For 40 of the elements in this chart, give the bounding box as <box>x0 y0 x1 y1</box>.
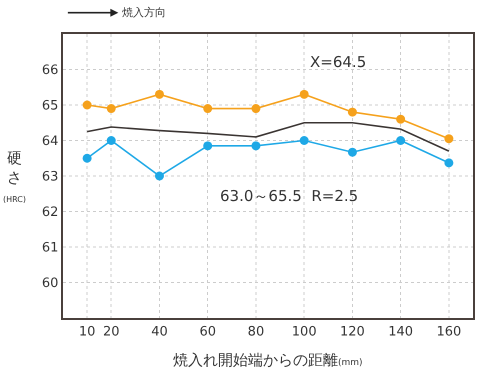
y-tick-label: 62 <box>42 205 58 220</box>
y-tick-label: 61 <box>42 240 58 256</box>
text: 焼入方向 <box>122 6 166 19</box>
point <box>444 158 454 168</box>
point <box>396 114 406 124</box>
x-tick-label: 120 <box>340 324 365 340</box>
point <box>300 136 309 145</box>
line-series <box>86 122 450 152</box>
x-tick-label: 140 <box>388 324 414 340</box>
point <box>154 90 164 99</box>
point <box>82 154 92 163</box>
y-axis-title: 硬さ(HRC) <box>3 149 26 204</box>
point <box>203 141 212 150</box>
x-tick-label: 10 <box>78 324 96 340</box>
point <box>251 141 260 150</box>
point <box>251 104 260 114</box>
x-tick-label: 160 <box>436 324 462 340</box>
point <box>106 104 116 114</box>
annotation: X=64.5 <box>310 53 366 71</box>
point <box>348 148 357 157</box>
x-tick-label: 60 <box>199 324 216 340</box>
y-tick-label: 60 <box>42 276 58 292</box>
point <box>82 100 92 110</box>
x-tick-label: 40 <box>151 324 168 340</box>
point <box>444 134 454 144</box>
x-axis-title: 焼入れ開始端からの距離(mm) <box>173 351 363 369</box>
y-tick-label: 66 <box>42 63 58 78</box>
point <box>106 136 116 145</box>
x-tick-label: 20 <box>102 324 120 340</box>
y-tick-label: 65 <box>42 98 58 114</box>
y-tick-label: 64 <box>42 134 58 150</box>
point <box>396 136 406 145</box>
annotation: 63.0～65.5 R=2.5 <box>220 187 358 205</box>
point <box>348 108 357 117</box>
x-tick-label: 100 <box>292 324 317 340</box>
point <box>154 172 164 180</box>
y-tick-label: 63 <box>42 170 58 185</box>
point <box>300 90 309 99</box>
point <box>203 104 212 114</box>
x-tick-label: 80 <box>248 324 264 340</box>
